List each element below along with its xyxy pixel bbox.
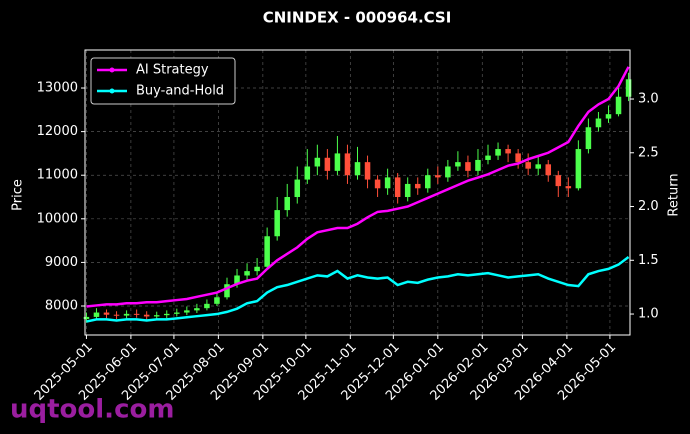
- candle-body: [384, 177, 391, 189]
- candle-body: [495, 149, 501, 156]
- candle-body: [545, 164, 552, 176]
- line-series: [86, 256, 630, 323]
- candle-body: [214, 297, 220, 304]
- legend-label: Buy-and-Hold: [136, 84, 224, 99]
- y2-axis-label: Return: [667, 173, 682, 216]
- legend-marker: [109, 67, 115, 73]
- y2-tick-label: 3.0: [638, 92, 659, 107]
- candle-body: [204, 303, 210, 309]
- legend-marker: [109, 88, 115, 94]
- candle-body: [364, 162, 371, 180]
- candle-body: [465, 162, 471, 171]
- candle-body: [123, 313, 130, 316]
- candle-body: [264, 236, 270, 267]
- y-tick-label: 13000: [37, 81, 78, 96]
- legend-label: AI Strategy: [136, 63, 209, 78]
- candle-body: [485, 155, 491, 160]
- candle-body: [324, 157, 331, 171]
- candle-body: [143, 314, 150, 317]
- y2-tick-label: 2.0: [638, 199, 659, 214]
- y2-tick-label: 1.0: [638, 307, 659, 322]
- candle-body: [344, 153, 351, 176]
- chart-title: CNINDEX - 000964.CSI: [263, 9, 452, 27]
- candle-body: [113, 314, 120, 316]
- candle-body: [595, 118, 602, 128]
- candle-body: [404, 183, 411, 198]
- candle-body: [254, 266, 260, 272]
- y-tick-label: 10000: [37, 211, 78, 226]
- candle-body: [425, 175, 431, 189]
- legend: AI Strategy Buy-and-Hold: [90, 57, 236, 105]
- candle-body: [103, 312, 110, 315]
- candle-body: [163, 313, 170, 316]
- candle-body: [374, 179, 381, 189]
- watermark: uqtool.com: [10, 395, 174, 425]
- candle-body: [334, 153, 341, 171]
- candle-body: [133, 313, 140, 315]
- candle-body: [455, 162, 461, 167]
- y-tick-label: 11000: [37, 168, 78, 183]
- candle-body: [475, 159, 481, 171]
- candle-body: [585, 127, 592, 150]
- y2-tick-label: 2.5: [638, 145, 659, 160]
- candle-body: [294, 179, 301, 198]
- y-tick-label: 12000: [37, 124, 78, 139]
- candle-body: [174, 312, 180, 314]
- candle-body: [555, 175, 562, 187]
- candle-body: [605, 114, 612, 119]
- candle-body: [194, 308, 200, 311]
- candle-body: [625, 79, 632, 97]
- candle-body: [505, 149, 511, 154]
- candle-body: [284, 197, 290, 211]
- y-tick-label: 9000: [45, 255, 78, 270]
- candle-body: [354, 162, 361, 176]
- candle-body: [244, 271, 250, 276]
- candle-body: [615, 96, 622, 115]
- candle-body: [394, 177, 401, 198]
- candle-body: [274, 210, 280, 237]
- line-series: [86, 66, 630, 308]
- plot-frame: [84, 49, 631, 336]
- candle-body: [535, 164, 541, 169]
- y2-tick-label: 1.5: [638, 253, 659, 268]
- candle-body: [565, 186, 572, 189]
- candle-body: [525, 162, 531, 169]
- candle-body: [153, 315, 160, 317]
- candle-body: [184, 310, 190, 313]
- y-axis-label: Price: [11, 179, 26, 211]
- candle-body: [224, 284, 230, 298]
- y-tick-label: 8000: [45, 299, 78, 314]
- candle-body: [234, 275, 240, 285]
- candle-body: [414, 183, 421, 189]
- candle-body: [435, 175, 441, 178]
- candle-body: [314, 157, 321, 167]
- candle-body: [93, 312, 100, 317]
- candle-body: [304, 166, 311, 180]
- candle-body: [83, 316, 90, 320]
- candle-body: [515, 153, 521, 163]
- candle-body: [575, 149, 582, 189]
- candle-body: [445, 166, 451, 178]
